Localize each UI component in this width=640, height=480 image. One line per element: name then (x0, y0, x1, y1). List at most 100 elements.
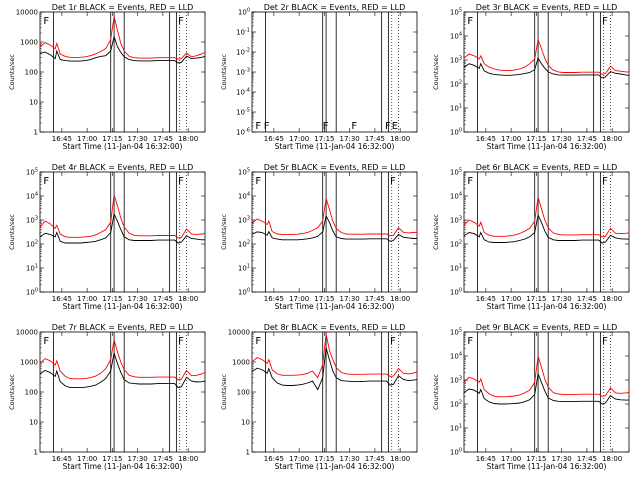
series-line-events (251, 214, 417, 242)
panel-8: Det 8r BLACK = Events, RED = LLD 1 10 100 10… (220, 323, 418, 471)
y-tick-label: 105 (26, 168, 38, 177)
y-tick-label: 1 (34, 129, 38, 137)
y-axis-label: Counts/sec (220, 214, 228, 250)
x-tick-label: 17:00 (289, 135, 309, 143)
plot-frame (251, 11, 418, 133)
x-tick-label: 17:15 (314, 455, 334, 463)
x-tick-label: 17:30 (128, 295, 148, 303)
x-tick-label: 17:00 (289, 455, 309, 463)
y-tick-label: 1000 (20, 359, 38, 367)
y-tick-label: 10-5 (236, 108, 250, 117)
x-tick-label: 17:15 (102, 455, 122, 463)
y-axis-label: Counts/sec (8, 214, 16, 250)
y-tick-label: 1 (34, 449, 38, 457)
series-line-lld (463, 355, 630, 398)
x-axis-label: Start Time (11-Jan-04 16:32:00) (63, 302, 183, 311)
series-line-events (251, 347, 418, 391)
flag-label: F (323, 121, 329, 132)
flag-label: F (178, 16, 184, 27)
y-tick-label: 104 (26, 192, 38, 201)
x-tick-label: 17:45 (153, 135, 173, 143)
x-axis-label: Start Time (11-Jan-04 16:32:00) (487, 302, 607, 311)
y-tick-label: 101 (26, 264, 38, 273)
panel-title: Det 8r BLACK = Events, RED = LLD (264, 323, 406, 332)
panel-title: Det 4r BLACK = Events, RED = LLD (52, 163, 194, 172)
x-tick-label: 17:15 (102, 135, 122, 143)
flag-label: F (385, 121, 391, 132)
x-tick-label: 17:30 (340, 455, 360, 463)
y-tick-label: 105 (450, 168, 462, 177)
x-tick-label: 17:45 (365, 455, 385, 463)
x-tick-label: 16:45 (264, 135, 284, 143)
y-tick-label: 101 (238, 264, 250, 273)
x-tick-label: 17:45 (365, 295, 385, 303)
x-tick-label: 18:00 (178, 455, 198, 463)
flag-label: F (602, 16, 608, 27)
y-axis-label: Counts/sec (432, 374, 440, 410)
x-tick-label: 17:00 (77, 135, 97, 143)
x-tick-label: 17:15 (526, 455, 546, 463)
x-tick-label: 18:00 (390, 455, 410, 463)
flag-label: F (43, 336, 49, 347)
y-tick-label: 101 (450, 264, 462, 273)
flag-label: F (178, 176, 184, 187)
x-tick-label: 17:15 (314, 135, 334, 143)
y-tick-label: 100 (25, 389, 38, 397)
y-tick-label: 103 (238, 216, 250, 225)
flag-label: F (602, 176, 608, 187)
series-line-lld (251, 198, 418, 237)
flag-label: F (264, 121, 270, 132)
flag-label: E (392, 121, 398, 132)
y-tick-label: 10000 (16, 329, 38, 337)
x-tick-label: 17:45 (153, 295, 173, 303)
flag-label: F (43, 176, 49, 187)
panel-title: Det 7r BLACK = Events, RED = LLD (52, 323, 194, 332)
flag-label: F (467, 176, 473, 187)
y-tick-label: 100 (450, 288, 462, 297)
x-tick-label: 17:30 (128, 455, 148, 463)
y-tick-label: 103 (26, 216, 38, 225)
x-tick-label: 17:15 (526, 135, 546, 143)
plot-frame (463, 331, 630, 453)
y-tick-label: 10-6 (236, 128, 250, 137)
x-axis-label: Start Time (11-Jan-04 16:32:00) (63, 462, 183, 471)
y-tick-label: 10000 (16, 9, 38, 17)
series-line-lld (39, 339, 206, 381)
x-tick-label: 17:00 (77, 455, 97, 463)
panel-title: Det 1r BLACK = Events, RED = LLD (52, 3, 194, 12)
plot-frame (463, 171, 630, 293)
y-tick-label: 102 (26, 240, 38, 249)
series-line-lld (39, 194, 206, 239)
x-tick-label: 17:45 (577, 455, 597, 463)
series-line-events (39, 212, 205, 244)
series-line-lld (39, 16, 206, 60)
panel-7: Det 7r BLACK = Events, RED = LLD 1 10 100 10… (8, 323, 206, 471)
x-tick-label: 16:45 (264, 295, 284, 303)
plot-frame (251, 331, 418, 453)
y-tick-label: 102 (450, 400, 462, 409)
series-line-events (39, 352, 206, 389)
panel-title: Det 9r BLACK = Events, RED = LLD (476, 323, 618, 332)
x-tick-label: 17:00 (501, 295, 521, 303)
y-axis-label: Counts/sec (432, 54, 440, 90)
panel-title: Det 6r BLACK = Events, RED = LLD (476, 163, 618, 172)
plot-frame (463, 11, 630, 133)
y-tick-label: 100 (237, 389, 250, 397)
y-tick-label: 104 (238, 192, 250, 201)
y-tick-label: 100 (238, 288, 250, 297)
x-axis-label: Start Time (11-Jan-04 16:32:00) (275, 462, 395, 471)
x-tick-label: 17:30 (340, 135, 360, 143)
y-tick-label: 10000 (228, 329, 250, 337)
x-tick-label: 17:30 (128, 135, 148, 143)
flag-label: F (351, 121, 357, 132)
y-tick-label: 10-3 (236, 68, 250, 77)
series-line-events (463, 56, 630, 79)
y-tick-label: 10 (29, 99, 38, 107)
panel-6: Det 6r BLACK = Events, RED = LLD 100 101 10… (432, 163, 630, 311)
panel-5: Det 5r BLACK = Events, RED = LLD 100 101 10… (220, 163, 418, 311)
x-tick-label: 17:15 (314, 295, 334, 303)
series-line-events (463, 372, 629, 405)
x-tick-label: 16:45 (476, 455, 496, 463)
series-line-events (39, 35, 206, 64)
